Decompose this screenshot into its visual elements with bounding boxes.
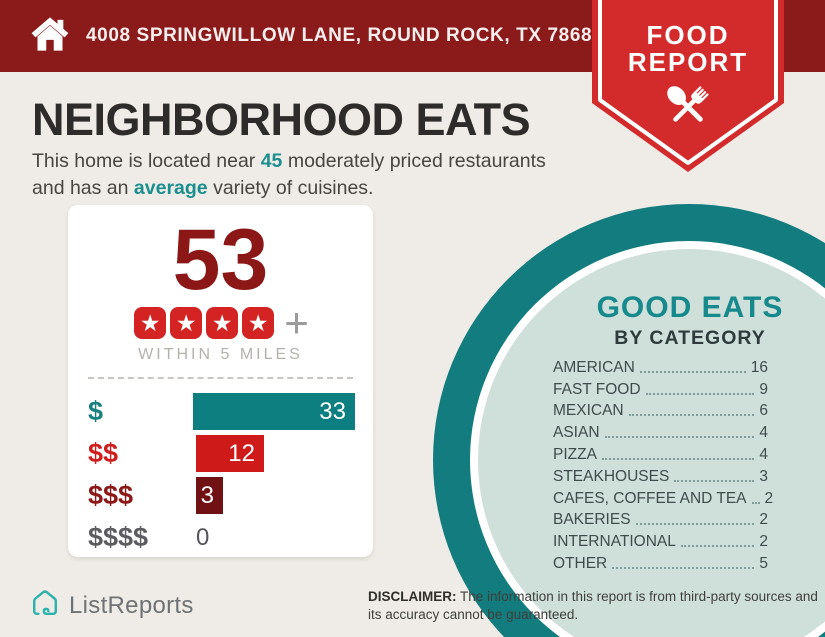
price-tier-bar-chart: $ 33 $$ 12 $$$ 3 $$$$ 0 bbox=[68, 379, 373, 556]
page-subtitle: This home is located near 45 moderately … bbox=[32, 148, 577, 202]
food-report-ribbon: FOOD REPORT bbox=[592, 0, 784, 175]
price-tier-label: $ bbox=[88, 396, 104, 426]
category-value: 3 bbox=[759, 467, 768, 485]
variety-highlight: average bbox=[133, 176, 208, 199]
price-tier-label: $$$$ bbox=[88, 522, 149, 552]
subtitle-text: moderately priced restaurants and has an bbox=[32, 150, 546, 199]
price-row: $$ 12 bbox=[88, 435, 355, 472]
bar-dollar: 33 bbox=[193, 393, 355, 430]
category-circle-fill bbox=[478, 249, 825, 637]
category-list: AMERICAN 16 FAST FOOD 9 MEXICAN 6 ASIAN 4 PI… bbox=[553, 355, 773, 573]
category-label: CAFES, COFFEE AND TEA bbox=[553, 489, 747, 507]
dashed-divider bbox=[88, 377, 353, 379]
category-row: MEXICAN 6 bbox=[553, 399, 768, 421]
ribbon-shape bbox=[592, 0, 784, 172]
plus-icon: + bbox=[284, 299, 309, 346]
price-tier-label: $$$ bbox=[88, 480, 134, 510]
disclaimer-text: DISCLAIMER: The information in this repo… bbox=[368, 588, 820, 624]
price-row: $ 33 bbox=[88, 393, 355, 430]
category-label: AMERICAN bbox=[553, 358, 635, 376]
bar-dollar-dollar-dollar: 3 bbox=[196, 477, 223, 514]
spoon-fork-icon bbox=[656, 76, 720, 143]
star-icon: ★ bbox=[206, 307, 239, 339]
category-value: 2 bbox=[759, 533, 768, 551]
dot-leader bbox=[645, 392, 755, 395]
restaurant-count: 45 bbox=[260, 150, 283, 172]
dot-leader bbox=[628, 414, 755, 417]
category-label: FAST FOOD bbox=[553, 380, 641, 398]
category-label: STEAKHOUSES bbox=[553, 467, 670, 485]
dot-leader bbox=[751, 501, 760, 504]
category-row: STEAKHOUSES 3 bbox=[553, 464, 768, 486]
dot-leader bbox=[601, 457, 755, 460]
category-value: 9 bbox=[759, 380, 768, 398]
radius-label: WITHIN 5 MILES bbox=[138, 346, 303, 363]
category-label: PIZZA bbox=[553, 445, 597, 463]
restaurant-count-score: 53 bbox=[172, 212, 269, 308]
category-value: 4 bbox=[759, 424, 768, 442]
category-value: 16 bbox=[750, 358, 768, 376]
dot-leader bbox=[612, 566, 755, 569]
good-eats-title: GOOD EATS bbox=[596, 291, 784, 324]
star-icon: ★ bbox=[134, 307, 167, 339]
category-row: INTERNATIONAL 2 bbox=[553, 529, 768, 551]
category-row: PIZZA 4 bbox=[553, 442, 768, 464]
dot-leader bbox=[674, 479, 755, 482]
ribbon-title-line1: FOOD bbox=[646, 20, 730, 50]
category-row: CAFES, COFFEE AND TEA 2 bbox=[553, 486, 773, 508]
category-value: 6 bbox=[759, 402, 768, 420]
category-row: FAST FOOD 9 bbox=[553, 377, 768, 399]
zero-value-label: 0 bbox=[196, 523, 210, 551]
category-value: 4 bbox=[759, 445, 768, 463]
page-title: NEIGHBORHOOD EATS bbox=[32, 94, 531, 145]
price-tier-label: $$ bbox=[88, 438, 119, 468]
bar-dollar-dollar: 12 bbox=[196, 435, 264, 472]
category-row: AMERICAN 16 bbox=[553, 355, 768, 377]
price-row: $$$$ 0 bbox=[88, 519, 355, 556]
category-label: OTHER bbox=[553, 554, 608, 572]
dot-leader bbox=[604, 436, 755, 439]
price-row: $$$ 3 bbox=[88, 477, 355, 514]
disclaimer-body: The information in this report is from t… bbox=[368, 589, 818, 623]
category-value: 2 bbox=[759, 511, 768, 529]
listreports-logo: ListReports bbox=[30, 588, 194, 623]
listreports-house-icon bbox=[30, 588, 60, 623]
category-label: ASIAN bbox=[553, 424, 600, 442]
category-value: 5 bbox=[759, 554, 768, 572]
category-label: INTERNATIONAL bbox=[553, 533, 676, 551]
property-address: 4008 SPRINGWILLOW LANE, ROUND ROCK, TX 7… bbox=[86, 25, 604, 46]
category-row: BAKERIES 2 bbox=[553, 508, 768, 530]
category-row: OTHER 5 bbox=[553, 551, 768, 573]
category-row: ASIAN 4 bbox=[553, 420, 768, 442]
star-rating: ★ ★ ★ ★ + bbox=[68, 299, 373, 346]
dot-leader bbox=[680, 545, 755, 548]
subtitle-text: variety of cuisines. bbox=[207, 176, 374, 199]
listreports-wordmark: ListReports bbox=[69, 591, 194, 619]
dot-leader bbox=[635, 523, 755, 526]
star-icon: ★ bbox=[170, 307, 203, 339]
good-eats-header: GOOD EATS BY CATEGORY bbox=[540, 291, 825, 350]
category-label: MEXICAN bbox=[553, 402, 624, 420]
good-eats-subtitle: BY CATEGORY bbox=[614, 327, 766, 349]
home-icon bbox=[30, 15, 70, 58]
subtitle-text: This home is located near bbox=[32, 150, 261, 172]
star-icon: ★ bbox=[242, 307, 275, 339]
restaurant-stats-card: 53 ★ ★ ★ ★ + WITHIN 5 MILES $ 33 $$ 12 $$$ 3… bbox=[68, 205, 373, 557]
ribbon-title-line2: REPORT bbox=[627, 47, 749, 77]
category-value: 2 bbox=[764, 489, 774, 507]
category-label: BAKERIES bbox=[553, 511, 631, 529]
disclaimer-label: DISCLAIMER: bbox=[368, 589, 457, 604]
dot-leader bbox=[639, 370, 746, 373]
